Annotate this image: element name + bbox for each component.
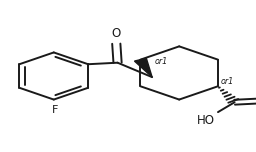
Text: or1: or1 [154,57,168,66]
Text: HO: HO [197,114,215,127]
Text: O: O [112,27,121,40]
Text: F: F [52,105,58,115]
Polygon shape [134,58,152,77]
Text: or1: or1 [221,77,234,86]
